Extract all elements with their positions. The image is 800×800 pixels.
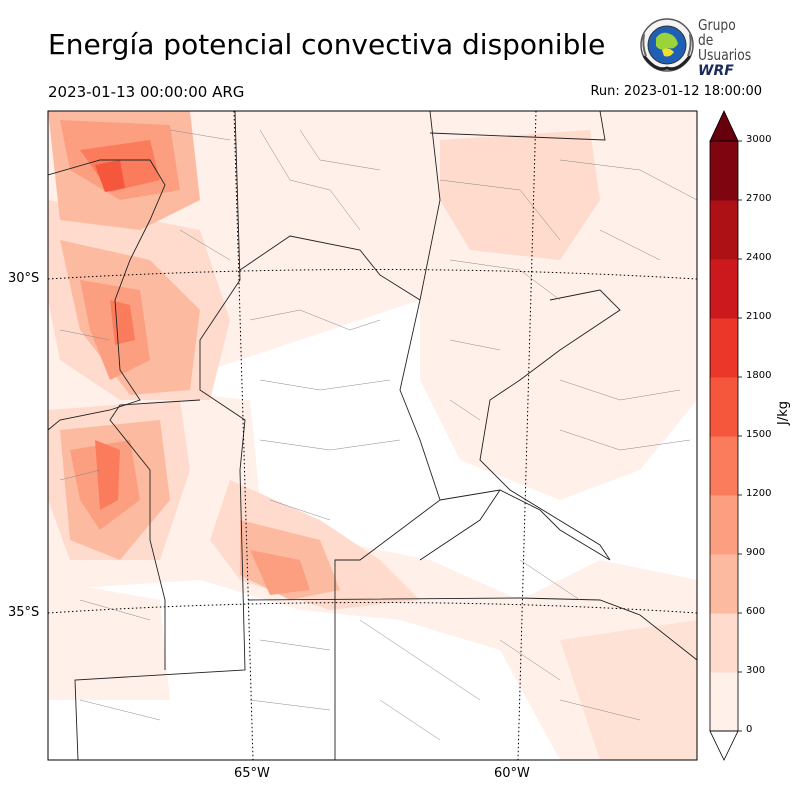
colorbar-tick-label: 600 bbox=[746, 606, 766, 617]
colorbar-band bbox=[710, 259, 738, 319]
colorbar-tick-label: 2100 bbox=[746, 311, 772, 322]
colorbar-tick-label: 1800 bbox=[746, 370, 772, 381]
lon-label-65w: 65°W bbox=[234, 766, 270, 781]
run-time: Run: 2023-01-12 18:00:00 bbox=[590, 84, 762, 99]
valid-time: 2023-01-13 00:00:00 ARG bbox=[48, 83, 245, 101]
colorbar-band bbox=[710, 613, 738, 673]
colorbar-band bbox=[710, 672, 738, 732]
wrf-logo: Grupo de Usuarios WRF bbox=[638, 16, 762, 78]
colorbar-tick-label: 900 bbox=[746, 547, 766, 558]
globe-icon bbox=[640, 18, 694, 72]
colorbar-band bbox=[710, 436, 738, 496]
province-boundaries bbox=[48, 111, 697, 760]
map-title: Energía potencial convectiva disponible bbox=[48, 28, 606, 61]
colorbar-tick-label: 2400 bbox=[746, 252, 772, 263]
lat-label-30s: 30°S bbox=[8, 271, 40, 286]
colorbar-band bbox=[710, 200, 738, 260]
colorbar-band bbox=[710, 554, 738, 614]
colorbar-band bbox=[710, 141, 738, 201]
colorbar-band bbox=[710, 495, 738, 555]
colorbar-band bbox=[710, 377, 738, 437]
map-frame bbox=[47, 110, 698, 761]
colorbar-tick-label: 1500 bbox=[746, 429, 772, 440]
colorbar-tick-label: 3000 bbox=[746, 134, 772, 145]
colorbar-tick-label: 300 bbox=[746, 665, 766, 676]
logo-line-2: Usuarios bbox=[698, 46, 752, 64]
colorbar-units: J/kg bbox=[776, 401, 791, 425]
cape-shading bbox=[48, 111, 697, 760]
colorbar bbox=[709, 110, 742, 761]
lat-label-35s: 35°S bbox=[8, 605, 40, 620]
lon-label-60w: 60°W bbox=[494, 766, 530, 781]
colorbar-tick-label: 0 bbox=[746, 724, 753, 735]
graticule bbox=[48, 111, 697, 760]
colorbar-tick-label: 2700 bbox=[746, 193, 772, 204]
logo-line-1: Grupo de bbox=[698, 16, 736, 49]
colorbar-tick-label: 1200 bbox=[746, 488, 772, 499]
logo-line-3: WRF bbox=[698, 63, 734, 79]
colorbar-band bbox=[710, 318, 738, 378]
